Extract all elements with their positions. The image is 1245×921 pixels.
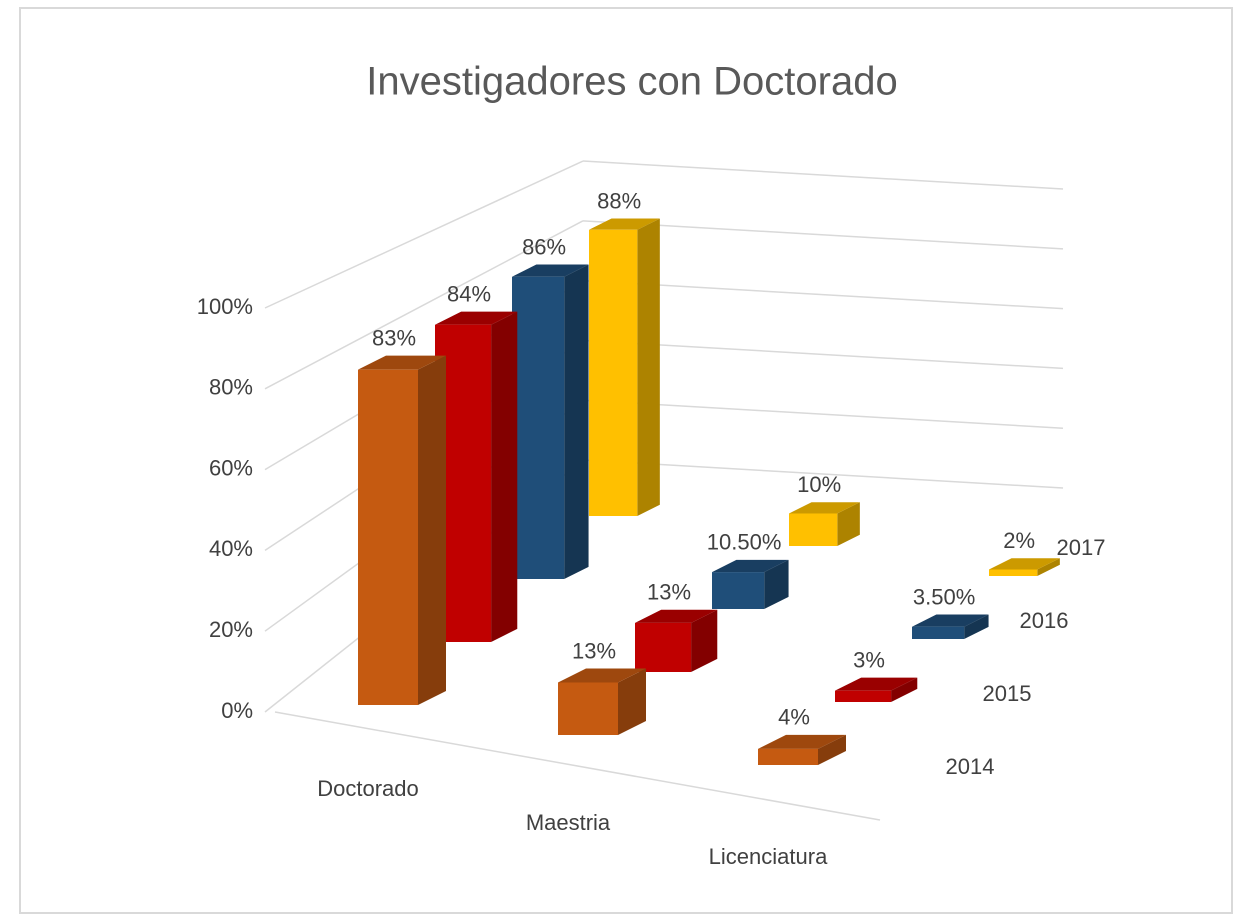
data-label: 10.50% [707,530,782,555]
bar-top [835,677,918,691]
bar [358,369,418,705]
data-label: 2% [1003,528,1035,553]
series-label: 2015 [983,681,1032,706]
data-label: 3.50% [913,584,975,609]
bar-side [637,218,660,516]
bar [558,682,618,735]
data-label: 86% [522,234,566,259]
bar-top [512,264,589,277]
y-tick-label: 60% [209,455,253,480]
data-label: 3% [853,647,885,672]
chart-title: Investigadores con Doctorado [366,60,897,104]
bar [989,569,1038,576]
grid-line [582,399,1064,429]
data-label: 88% [597,188,641,213]
bar-side [564,264,589,579]
bar-top [789,502,860,514]
bar-top [589,218,660,230]
grid-line [582,459,1064,489]
bar-side [764,559,789,609]
bar [589,229,638,516]
bar-top [358,355,446,370]
bar-top [912,614,989,627]
bar-top [635,609,718,623]
grid-line [582,279,1064,310]
bar [758,748,818,765]
bar-side [818,734,846,765]
data-label: 84% [447,281,491,306]
bar-side [1037,558,1060,576]
bar [835,690,892,702]
bar-side [618,668,646,735]
x-tick-label: Licenciatura [709,844,828,869]
grid-line [264,160,584,309]
bar-side [691,609,718,672]
floor-edge [274,711,881,821]
bar [635,622,692,672]
bar-side [891,677,918,702]
grid-line [264,220,584,390]
bar-top [758,734,846,749]
y-tick-label: 40% [209,536,253,561]
series-label: 2014 [946,754,995,779]
bar-side [418,355,446,705]
y-tick-label: 20% [209,617,253,642]
bar [789,513,838,546]
grid-line [582,160,1064,190]
data-label: 13% [572,638,616,663]
bar-top [558,668,646,683]
y-tick-label: 100% [197,294,253,319]
bar-top [989,558,1060,570]
bar [512,276,565,579]
data-label: 13% [647,580,691,605]
series-label: 2017 [1057,535,1106,560]
bar-side [837,502,860,546]
bar [912,626,965,639]
bar [712,572,765,609]
bar-side [491,311,518,642]
x-tick-label: Maestria [526,810,611,835]
data-label: 4% [778,705,810,730]
grid-line [582,220,1064,250]
x-tick-label: Doctorado [317,776,419,801]
y-tick-label: 0% [221,698,253,723]
data-label: 10% [797,472,841,497]
grid-line [582,339,1064,370]
bar-side [964,614,989,639]
bar-top [435,311,518,325]
y-tick-label: 80% [209,375,253,400]
bar-top [712,559,789,573]
data-label: 83% [372,325,416,350]
series-label: 2016 [1020,608,1069,633]
